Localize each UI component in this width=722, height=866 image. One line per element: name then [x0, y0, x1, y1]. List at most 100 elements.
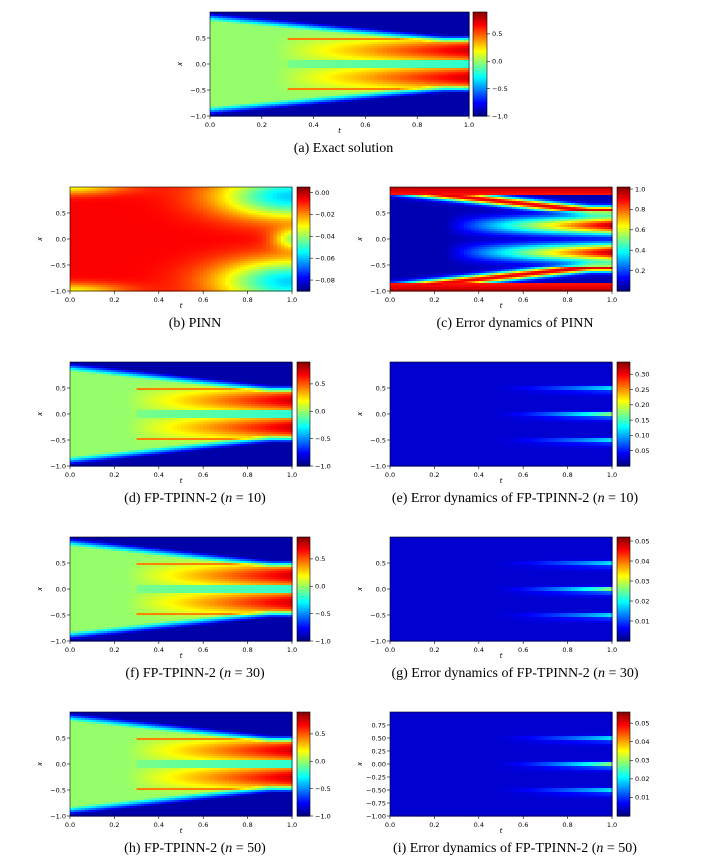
heatmap-cell — [84, 215, 90, 218]
heatmap-cell — [81, 245, 86, 248]
heatmap-cell — [391, 70, 397, 73]
colorbar-segment — [473, 77, 487, 81]
heatmap-cell — [296, 84, 302, 87]
heatmap-cell — [460, 18, 466, 21]
heatmap-cell — [235, 16, 241, 19]
heatmap-cell — [330, 48, 336, 51]
heatmap-cell — [335, 74, 341, 77]
heatmap-cell — [192, 245, 197, 248]
heatmap-cell — [326, 78, 332, 81]
heatmap-cell — [118, 219, 123, 222]
heatmap-cell — [136, 225, 141, 228]
heatmap-cell — [140, 281, 145, 284]
heatmap-cell — [425, 76, 431, 79]
colorbar-segment — [473, 20, 487, 23]
heatmap-cell — [447, 12, 453, 15]
heatmap-cell — [464, 114, 470, 117]
heatmap-cell — [456, 78, 461, 81]
heatmap-cell — [279, 110, 284, 113]
heatmap-cell — [386, 104, 392, 107]
heatmap-cell — [296, 34, 302, 37]
heatmap-cell — [188, 217, 193, 220]
heatmap-cell — [240, 36, 246, 39]
heatmap-cell — [144, 247, 149, 250]
heatmap-cell — [356, 104, 362, 107]
heatmap-cell — [322, 94, 328, 97]
heatmap-cell — [300, 44, 306, 47]
heatmap-cell — [244, 14, 250, 17]
heatmap-cell — [447, 66, 453, 69]
heatmap-cell — [296, 86, 302, 89]
heatmap-cell — [386, 108, 392, 111]
heatmap-cell — [218, 94, 224, 97]
heatmap-cell — [279, 94, 284, 97]
heatmap-cell — [447, 76, 453, 79]
heatmap-cell — [382, 34, 388, 37]
heatmap-cell — [107, 277, 112, 280]
heatmap-cell — [378, 28, 384, 31]
heatmap-cell — [136, 205, 141, 208]
heatmap-cell — [227, 104, 233, 107]
heatmap-cell — [231, 68, 237, 71]
heatmap-cell — [147, 277, 152, 280]
heatmap-cell — [99, 189, 104, 192]
heatmap-cell — [365, 68, 371, 71]
heatmap-cell — [147, 289, 152, 292]
heatmap-cell — [240, 28, 246, 31]
heatmap-cell — [147, 271, 152, 274]
heatmap-cell — [270, 22, 276, 25]
heatmap-cell — [447, 96, 453, 99]
heatmap-cell — [412, 106, 418, 109]
heatmap-cell — [192, 211, 197, 214]
heatmap-cell — [369, 26, 375, 29]
heatmap-cell — [425, 102, 431, 105]
heatmap-cell — [99, 289, 104, 292]
heatmap-cell — [147, 239, 152, 242]
heatmap-cell — [343, 98, 349, 101]
heatmap-cell — [438, 106, 444, 109]
heatmap-cell — [177, 225, 182, 228]
heatmap-cell — [430, 60, 436, 63]
heatmap-cell — [235, 64, 241, 67]
heatmap-cell — [110, 211, 115, 214]
heatmap-cell — [287, 84, 293, 87]
heatmap-cell — [386, 76, 392, 79]
heatmap-cell — [391, 58, 397, 61]
heatmap-cell — [300, 82, 306, 85]
heatmap-cell — [118, 195, 123, 198]
heatmap-cell — [460, 56, 466, 59]
heatmap-cell — [214, 24, 220, 27]
heatmap-cell — [88, 203, 93, 206]
heatmap-cell — [304, 98, 310, 101]
heatmap-cell — [244, 44, 250, 47]
heatmap-cell — [88, 237, 93, 240]
heatmap-cell — [147, 193, 152, 196]
heatmap-cell — [253, 66, 259, 69]
heatmap-cell — [166, 229, 171, 232]
heatmap-cell — [322, 82, 328, 85]
heatmap-cell — [181, 255, 186, 258]
heatmap-cell — [166, 195, 171, 198]
heatmap-cell — [339, 80, 345, 83]
heatmap-cell — [114, 241, 119, 244]
heatmap-cell — [240, 96, 246, 99]
heatmap-cell — [266, 102, 272, 105]
heatmap-cell — [313, 48, 319, 51]
heatmap-cell — [103, 207, 108, 210]
heatmap-cell — [365, 32, 371, 35]
heatmap-cell — [181, 235, 186, 238]
heatmap-cell — [330, 98, 336, 101]
heatmap-cell — [261, 40, 267, 43]
heatmap-cell — [425, 54, 431, 57]
heatmap-cell — [279, 80, 284, 83]
heatmap-cell — [292, 56, 297, 59]
heatmap-cell — [274, 82, 280, 85]
heatmap-cell — [110, 231, 115, 234]
heatmap-cell — [395, 92, 401, 95]
heatmap-cell — [107, 267, 112, 270]
heatmap-cell — [417, 98, 423, 101]
heatmap-cell — [464, 92, 470, 95]
heatmap-cell — [274, 24, 280, 27]
heatmap-cell — [181, 263, 186, 266]
heatmap-cell — [348, 14, 354, 17]
